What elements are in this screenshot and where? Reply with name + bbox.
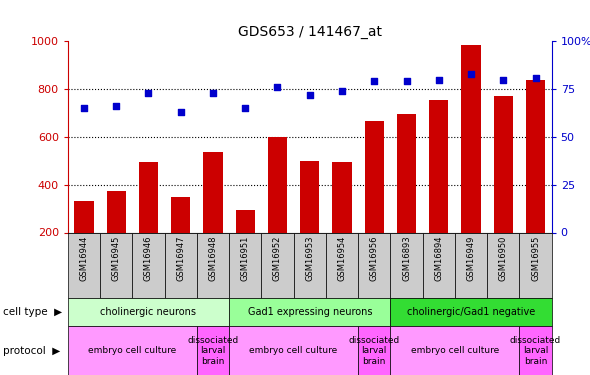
Text: GSM16944: GSM16944 <box>80 236 88 281</box>
Bar <box>229 326 358 375</box>
Text: protocol  ▶: protocol ▶ <box>3 346 60 355</box>
Point <box>402 78 411 84</box>
Text: embryo cell culture: embryo cell culture <box>411 346 499 355</box>
Point <box>305 92 314 98</box>
Text: GSM16953: GSM16953 <box>305 236 314 281</box>
Point <box>531 75 540 81</box>
Point <box>337 88 347 94</box>
Bar <box>294 232 326 298</box>
Bar <box>100 232 132 298</box>
Text: embryo cell culture: embryo cell culture <box>250 346 337 355</box>
Bar <box>74 201 94 232</box>
Bar <box>229 298 391 326</box>
Bar <box>358 326 391 375</box>
Point <box>273 84 282 90</box>
Bar <box>332 162 352 232</box>
Bar <box>204 152 222 232</box>
Text: GSM16956: GSM16956 <box>370 236 379 281</box>
Bar <box>107 190 126 232</box>
Point <box>208 90 218 96</box>
Text: cholinergic/Gad1 negative: cholinergic/Gad1 negative <box>407 307 535 317</box>
Bar <box>519 232 552 298</box>
Bar <box>68 326 197 375</box>
Bar <box>300 161 319 232</box>
Text: cell type  ▶: cell type ▶ <box>3 307 62 317</box>
Text: GSM16952: GSM16952 <box>273 236 282 281</box>
Bar <box>358 232 391 298</box>
Point <box>79 105 88 111</box>
Point <box>466 71 476 77</box>
Text: GSM16955: GSM16955 <box>531 236 540 281</box>
Text: Gad1 expressing neurons: Gad1 expressing neurons <box>247 307 372 317</box>
Text: GSM16894: GSM16894 <box>434 236 443 281</box>
Point <box>499 76 508 82</box>
Bar <box>197 232 229 298</box>
Bar <box>68 232 100 298</box>
Bar <box>171 196 191 232</box>
Bar <box>132 232 165 298</box>
Text: dissociated
larval
brain: dissociated larval brain <box>188 336 238 366</box>
Point <box>176 109 185 115</box>
Text: GSM16945: GSM16945 <box>112 236 121 281</box>
Bar <box>197 326 229 375</box>
Point <box>369 78 379 84</box>
Bar <box>455 232 487 298</box>
Bar <box>391 232 422 298</box>
Point <box>144 90 153 96</box>
Title: GDS653 / 141467_at: GDS653 / 141467_at <box>238 25 382 39</box>
Bar <box>68 298 229 326</box>
Point <box>434 76 444 82</box>
Bar <box>519 326 552 375</box>
Text: GSM16947: GSM16947 <box>176 236 185 281</box>
Text: dissociated
larval
brain: dissociated larval brain <box>510 336 561 366</box>
Point <box>112 103 121 109</box>
Text: embryo cell culture: embryo cell culture <box>88 346 176 355</box>
Point <box>241 105 250 111</box>
Bar <box>235 210 255 232</box>
Text: GSM16948: GSM16948 <box>208 236 218 281</box>
Text: GSM16951: GSM16951 <box>241 236 250 281</box>
Text: GSM16949: GSM16949 <box>467 236 476 281</box>
Bar <box>326 232 358 298</box>
Bar <box>261 232 294 298</box>
Bar <box>139 162 158 232</box>
Text: cholinergic neurons: cholinergic neurons <box>100 307 196 317</box>
Bar <box>487 232 519 298</box>
Bar <box>526 80 545 232</box>
Bar <box>165 232 197 298</box>
Bar <box>365 122 384 232</box>
Text: dissociated
larval
brain: dissociated larval brain <box>349 336 400 366</box>
Bar <box>391 298 552 326</box>
Bar <box>397 114 416 232</box>
Text: GSM16954: GSM16954 <box>337 236 346 281</box>
Bar <box>422 232 455 298</box>
Text: GSM16893: GSM16893 <box>402 236 411 281</box>
Text: GSM16950: GSM16950 <box>499 236 508 281</box>
Text: GSM16946: GSM16946 <box>144 236 153 281</box>
Bar <box>391 326 519 375</box>
Bar <box>494 96 513 232</box>
Bar <box>461 45 481 232</box>
Bar <box>268 137 287 232</box>
Bar <box>429 100 448 232</box>
Bar <box>229 232 261 298</box>
